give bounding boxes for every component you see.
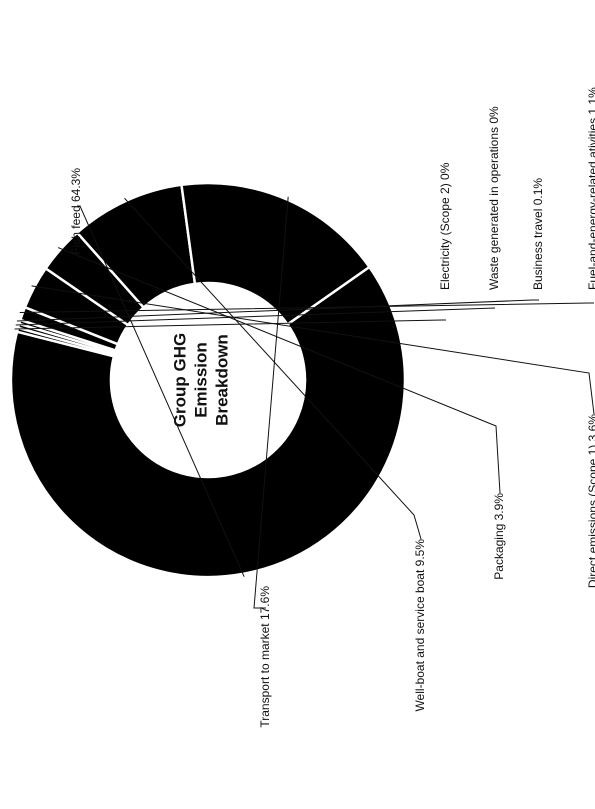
slice-9: [180, 181, 371, 326]
slice-label-8: Well-boat and service boat 9.5%: [413, 539, 427, 712]
leader-lines: [14, 196, 595, 609]
leader-line-1: [77, 205, 245, 577]
slice-label-5: Fuel-and-energy-related ativities 1.1%: [586, 87, 595, 290]
chart-title-line-3: Breakdown: [212, 334, 231, 426]
slice-label-7: Packaging 3.9%: [492, 493, 506, 580]
leader-line-8: [124, 197, 422, 540]
slice-label-4: Business travel 0.1%: [531, 178, 545, 290]
leader-line-2: [14, 319, 446, 330]
slice-label-9: Transport to market 17.6%: [258, 586, 272, 728]
leader-line-3: [15, 307, 496, 326]
slice-label-2: Electricity (Scope 2) 0%: [438, 162, 452, 290]
leader-line-6: [31, 285, 595, 415]
slice-label-6: Direct emissions (Scope 1) 3.6%: [586, 414, 595, 588]
leader-line-7: [57, 247, 501, 494]
chart-title: Group GHG Emission Breakdown: [170, 333, 231, 427]
leader-line-9: [253, 196, 289, 609]
chart-title-line-2: Emission: [191, 342, 210, 418]
slice-labels: Fish feed 64.3% Electricity (Scope 2) 0% W…: [69, 87, 595, 728]
slice-label-3: Waste generated in operations 0%: [487, 106, 501, 290]
slice-label-1: Fish feed 64.3%: [69, 168, 83, 255]
leader-line-4: [16, 299, 539, 322]
chart-title-line-1: Group GHG: [170, 333, 189, 427]
donut-slices: [9, 181, 407, 579]
